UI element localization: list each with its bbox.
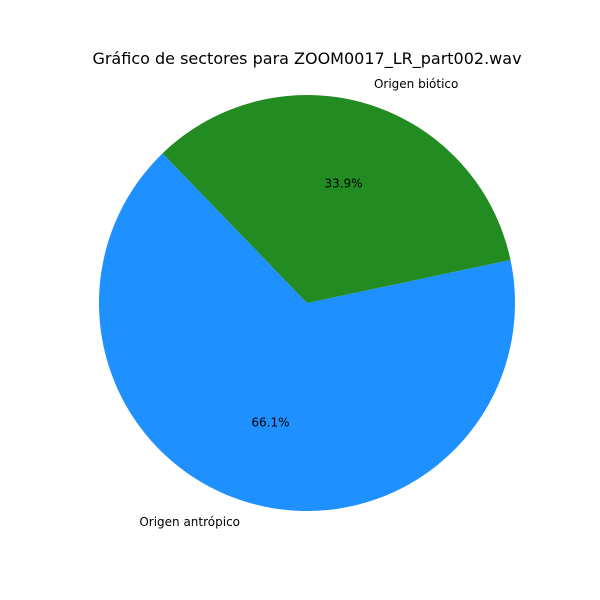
pie-slices <box>98 95 515 512</box>
pie-slice-2 <box>162 95 511 303</box>
chart-title: Gráfico de sectores para ZOOM0017_LR_par… <box>92 49 521 69</box>
pie-labels: Origen antrópico 66.1% Origen biótico 33.9% <box>139 77 458 529</box>
slice-label-1: Origen antrópico <box>139 515 240 529</box>
pie-slice-1 <box>98 153 515 512</box>
slice-percent-2: 33.9% <box>324 177 362 191</box>
slice-percent-1: 66.1% <box>251 415 289 429</box>
slice-label-2: Origen biótico <box>374 77 458 91</box>
